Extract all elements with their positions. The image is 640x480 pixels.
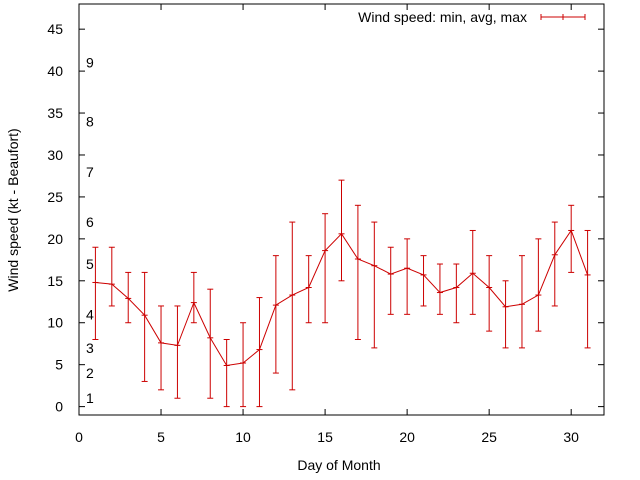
beaufort-label: 7 — [86, 164, 94, 180]
y-tick-label: 20 — [47, 231, 63, 247]
x-tick-label: 15 — [317, 429, 333, 445]
beaufort-label: 6 — [86, 214, 94, 230]
y-tick-label: 30 — [47, 147, 63, 163]
beaufort-label: 4 — [86, 306, 94, 322]
beaufort-label: 9 — [86, 55, 94, 71]
x-tick-label: 5 — [157, 429, 165, 445]
x-tick-label: 30 — [563, 429, 579, 445]
beaufort-label: 8 — [86, 113, 94, 129]
x-tick-label: 20 — [399, 429, 415, 445]
x-tick-label: 10 — [235, 429, 251, 445]
x-tick-label: 0 — [75, 429, 83, 445]
beaufort-label: 3 — [86, 340, 94, 356]
beaufort-labels: 1 2 3 4 5 6 7 8 9 — [86, 55, 94, 407]
beaufort-label: 1 — [86, 390, 94, 406]
beaufort-label: 2 — [86, 365, 94, 381]
y-tick-label: 25 — [47, 189, 63, 205]
y-tick-label: 35 — [47, 105, 63, 121]
y-tick-label: 5 — [55, 357, 63, 373]
x-tick-label: 25 — [481, 429, 497, 445]
y-tick-label: 0 — [55, 399, 63, 415]
y-axis-title: Wind speed (kt - Beaufort) — [5, 128, 21, 291]
y-tick-label: 15 — [47, 273, 63, 289]
legend-label: Wind speed: min, avg, max — [358, 9, 527, 25]
beaufort-label: 5 — [86, 256, 94, 272]
y-tick-label: 40 — [47, 63, 63, 79]
plot-frame — [78, 3, 605, 416]
y-tick-label: 45 — [47, 21, 63, 37]
legend-sample — [540, 14, 586, 20]
series-layer — [92, 179, 591, 408]
y-tick-label: 10 — [47, 315, 63, 331]
legend: Wind speed: min, avg, max — [358, 9, 586, 25]
x-axis-title: Day of Month — [297, 457, 380, 473]
